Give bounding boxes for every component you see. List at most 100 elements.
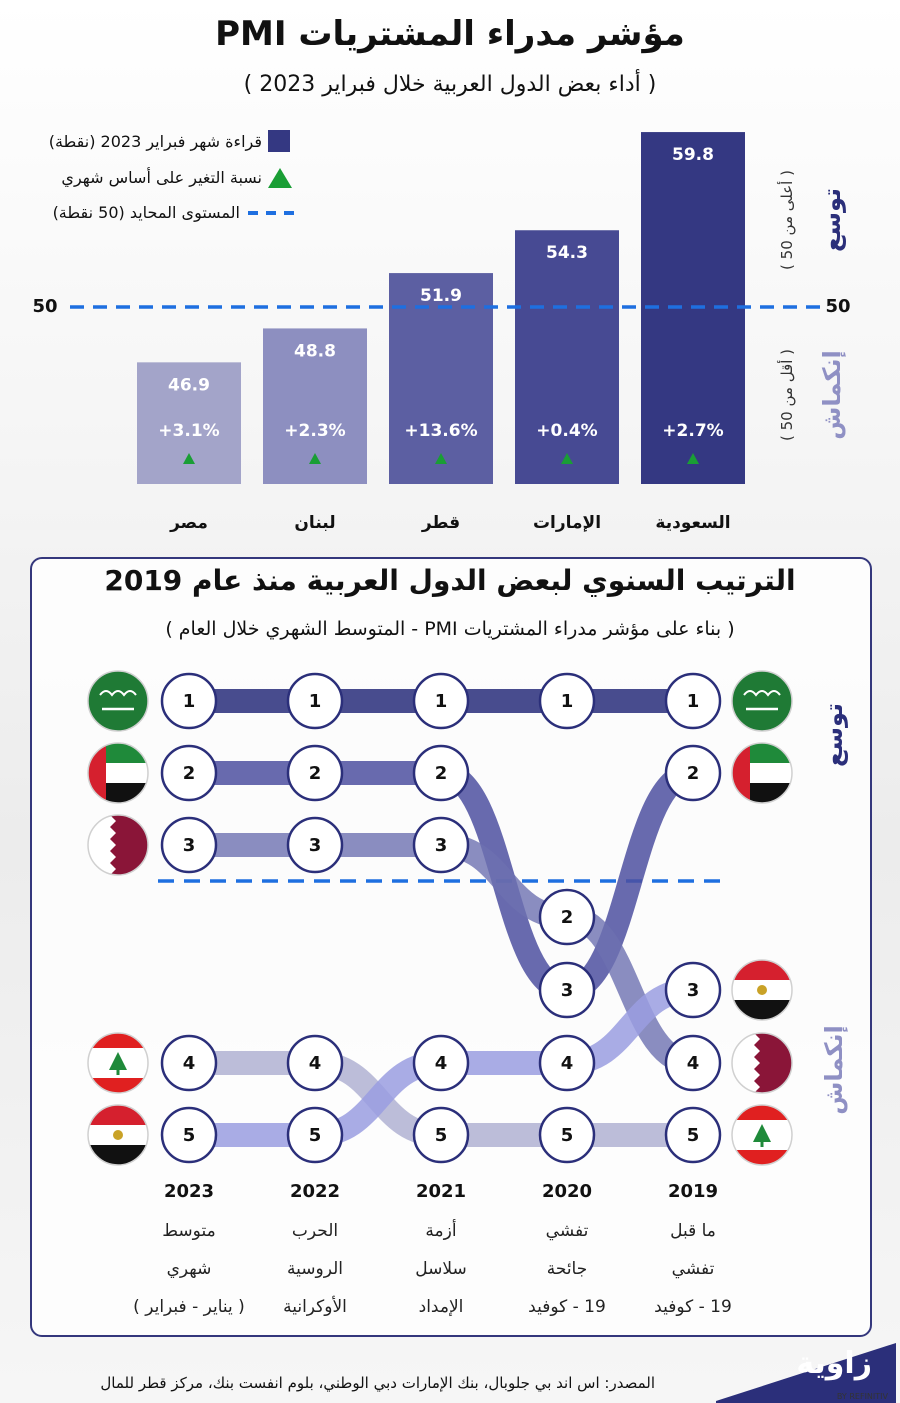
rank-node-label: 1 (435, 691, 448, 712)
flag-ring (87, 742, 149, 804)
flag-saudi-icon-2023 (87, 670, 149, 732)
flag-red-top (88, 1033, 148, 1048)
ranking-subtitle: ( بناء على مؤشر مدراء المشتريات PMI - ال… (165, 618, 735, 640)
rank-node (538, 672, 596, 730)
flag-cedar-trunk (760, 1142, 764, 1147)
change-triangle-icon (309, 453, 321, 464)
year-label: 2022 (290, 1181, 340, 1202)
year-note-line: الروسية (287, 1259, 343, 1279)
change-triangle-icon (435, 453, 447, 464)
bar-category-label: مصر (169, 513, 208, 533)
flag-ring (87, 1032, 149, 1094)
year-note-line: تفشي (546, 1221, 589, 1241)
rank-node (286, 1106, 344, 1164)
rank-node (412, 1106, 470, 1164)
year-note-line: الحرب (292, 1221, 338, 1241)
flag-ring (731, 1104, 793, 1166)
rank-node (538, 1106, 596, 1164)
flag-uae-icon-2023 (87, 742, 149, 804)
rank-node (412, 744, 470, 802)
pmi-bar-chart: 46.9 +3.1% مصر 48.8 +2.3% لبنان 51.9 +13.6% قطر 5… (32, 132, 851, 533)
rank-node-label: 4 (687, 1053, 700, 1074)
year-note-line: أزمة (425, 1219, 456, 1241)
year-note-line: سلاسل (415, 1259, 467, 1279)
year-note-line: 19 - كوفيد (654, 1297, 732, 1317)
page-title: مؤشر مدراء المشتريات PMI (215, 14, 685, 54)
flag-uae-icon-2019 (731, 742, 793, 804)
year-label: 2021 (416, 1181, 466, 1202)
year-note-line: الأوكرانية (283, 1296, 347, 1317)
bar-change-label: +0.4% (536, 421, 597, 441)
bar-category-label: الإمارات (533, 513, 601, 533)
flag-cedar-trunk (116, 1070, 120, 1075)
change-triangle-icon (687, 453, 699, 464)
ranking-bump-chart: 1 1 1 1 1 2 2 2 3 2 3 3 3 2 4 4 4 5 5 5 5 5 4 4 3 2023 متوسط شهري ( … (87, 670, 793, 1317)
flag-body (732, 671, 792, 731)
rank-node-label: 4 (561, 1053, 574, 1074)
rank-node-label: 2 (183, 763, 196, 784)
flag-body (88, 815, 148, 875)
rank-node-label: 4 (435, 1053, 448, 1074)
rank-node-label: 1 (687, 691, 700, 712)
flag-black (732, 1000, 792, 1020)
flag-body (88, 671, 148, 731)
rank-node (538, 888, 596, 946)
flag-red (732, 960, 792, 980)
flag-field (732, 671, 792, 731)
rank-node-label: 1 (561, 691, 574, 712)
year-note-line: الإمداد (419, 1297, 464, 1317)
rank-node (664, 1034, 722, 1092)
flag-field (88, 671, 148, 731)
rank-node-label: 5 (687, 1125, 700, 1146)
rank-node (160, 672, 218, 730)
year-label: 2019 (668, 1181, 718, 1202)
flag-ring (731, 742, 793, 804)
rank-node-label: 2 (435, 763, 448, 784)
bar-change-label: +13.6% (404, 421, 477, 441)
flag-ring (731, 959, 793, 1021)
legend-dashed-line-icon (248, 211, 294, 215)
year-note-line: جائحة (547, 1259, 588, 1279)
rank-node (160, 1106, 218, 1164)
rank-node-label: 2 (309, 763, 322, 784)
rank-node (412, 672, 470, 730)
flag-eagle (113, 1130, 123, 1140)
flag-red-top (732, 1105, 792, 1120)
bar-3 (515, 230, 619, 484)
flag-body (88, 1105, 148, 1165)
flag-red-bottom (88, 1078, 148, 1093)
flag-egypt-icon-2023 (87, 1104, 149, 1166)
flag-ring (87, 1104, 149, 1166)
year-label: 2020 (542, 1181, 592, 1202)
change-triangle-icon (183, 453, 195, 464)
year-note-line: ما قبل (670, 1221, 716, 1241)
rank-node (538, 1034, 596, 1092)
flag-qatar-icon-2019 (731, 1032, 793, 1094)
logo-tag: BY REFINITIV (836, 1392, 888, 1401)
rank-node-label: 4 (183, 1053, 196, 1074)
logo-text: زاوية (796, 1346, 872, 1381)
year-note-line: متوسط (162, 1221, 215, 1241)
rank-node (160, 744, 218, 802)
rank-node (664, 961, 722, 1019)
rank-node (412, 1034, 470, 1092)
bar-value-label: 54.3 (546, 243, 588, 263)
bar-category-label: لبنان (294, 513, 335, 533)
rank-node-label: 1 (309, 691, 322, 712)
flag-cedar (109, 1052, 127, 1070)
year-note-line: ( يناير - فبراير ) (133, 1297, 245, 1317)
flag-body (732, 1033, 792, 1093)
rank-expansion-label: توسع (820, 702, 848, 768)
rank-node (286, 1034, 344, 1092)
rank-node (160, 816, 218, 874)
flag-black (88, 1145, 148, 1165)
flag-body (732, 960, 792, 1020)
flag-saudi-icon-2019 (731, 670, 793, 732)
rank-band-2 (177, 832, 705, 1075)
rank-node-label: 5 (309, 1125, 322, 1146)
rank-node-label: 5 (561, 1125, 574, 1146)
bar-value-label: 51.9 (420, 286, 462, 306)
rank-contraction-label: إنكماش (820, 1025, 848, 1115)
bar-change-label: +2.3% (284, 421, 345, 441)
flag-red (88, 1105, 148, 1125)
